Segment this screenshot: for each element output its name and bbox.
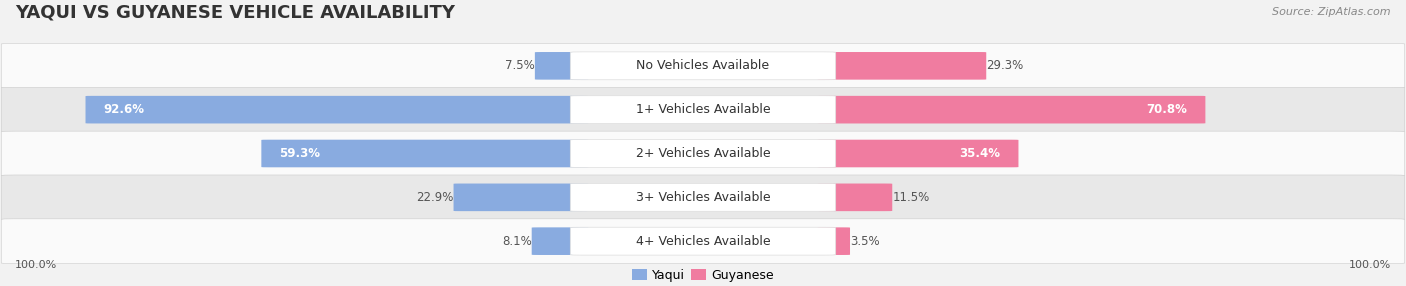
FancyBboxPatch shape	[262, 140, 588, 167]
Text: 1+ Vehicles Available: 1+ Vehicles Available	[636, 103, 770, 116]
Text: 3.5%: 3.5%	[851, 235, 880, 248]
Text: 70.8%: 70.8%	[1146, 103, 1187, 116]
FancyBboxPatch shape	[1, 131, 1405, 176]
Text: 59.3%: 59.3%	[280, 147, 321, 160]
FancyBboxPatch shape	[1, 219, 1405, 263]
Legend: Yaqui, Guyanese: Yaqui, Guyanese	[627, 264, 779, 286]
Text: YAQUI VS GUYANESE VEHICLE AVAILABILITY: YAQUI VS GUYANESE VEHICLE AVAILABILITY	[15, 3, 456, 21]
Text: 100.0%: 100.0%	[1348, 260, 1391, 270]
FancyBboxPatch shape	[454, 184, 588, 211]
Text: 4+ Vehicles Available: 4+ Vehicles Available	[636, 235, 770, 248]
FancyBboxPatch shape	[818, 52, 986, 80]
Text: 2+ Vehicles Available: 2+ Vehicles Available	[636, 147, 770, 160]
Text: 35.4%: 35.4%	[959, 147, 1001, 160]
Text: No Vehicles Available: No Vehicles Available	[637, 59, 769, 72]
FancyBboxPatch shape	[818, 184, 893, 211]
FancyBboxPatch shape	[531, 227, 588, 255]
Text: 100.0%: 100.0%	[15, 260, 58, 270]
Text: 92.6%: 92.6%	[104, 103, 145, 116]
Text: 3+ Vehicles Available: 3+ Vehicles Available	[636, 191, 770, 204]
FancyBboxPatch shape	[571, 227, 835, 255]
FancyBboxPatch shape	[1, 87, 1405, 132]
FancyBboxPatch shape	[571, 96, 835, 124]
Text: 7.5%: 7.5%	[505, 59, 534, 72]
FancyBboxPatch shape	[1, 43, 1405, 88]
FancyBboxPatch shape	[571, 140, 835, 167]
FancyBboxPatch shape	[86, 96, 588, 124]
FancyBboxPatch shape	[1, 175, 1405, 220]
Text: 29.3%: 29.3%	[986, 59, 1024, 72]
FancyBboxPatch shape	[818, 227, 851, 255]
Text: Source: ZipAtlas.com: Source: ZipAtlas.com	[1272, 7, 1391, 17]
Text: 8.1%: 8.1%	[502, 235, 531, 248]
FancyBboxPatch shape	[818, 140, 1018, 167]
Text: 22.9%: 22.9%	[416, 191, 454, 204]
FancyBboxPatch shape	[534, 52, 588, 80]
FancyBboxPatch shape	[571, 52, 835, 80]
Text: 11.5%: 11.5%	[893, 191, 929, 204]
FancyBboxPatch shape	[571, 183, 835, 211]
FancyBboxPatch shape	[818, 96, 1205, 124]
